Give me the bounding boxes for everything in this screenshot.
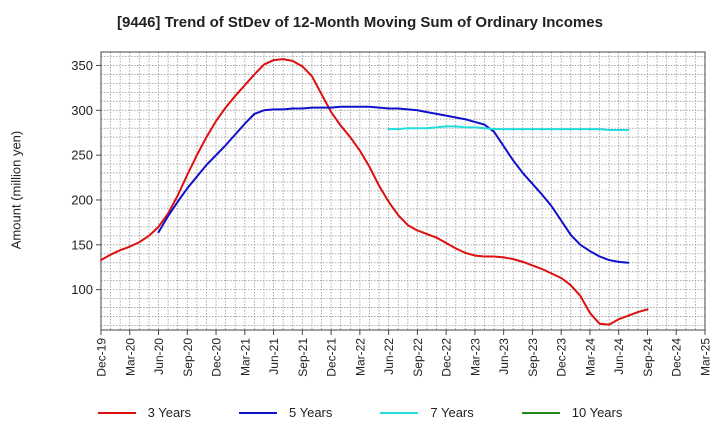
x-tick-label: Dec-23 xyxy=(555,338,569,377)
y-tick-label: 300 xyxy=(71,103,93,118)
x-tick-label: Jun-20 xyxy=(152,338,166,375)
x-tick-label: Mar-20 xyxy=(123,338,137,376)
x-tick-label: Jun-24 xyxy=(612,338,626,375)
x-tick-label: Dec-21 xyxy=(325,338,339,377)
legend-item: 3 Years xyxy=(97,405,191,420)
legend-label: 3 Years xyxy=(147,405,191,420)
x-tick-label: Sep-23 xyxy=(526,338,540,377)
y-tick-label: 150 xyxy=(71,237,93,252)
legend-label: 10 Years xyxy=(571,405,623,420)
legend-item: 10 Years xyxy=(521,405,623,420)
y-tick-label: 250 xyxy=(71,148,93,163)
x-tick-label: Mar-25 xyxy=(699,338,713,376)
chart-title: [9446] Trend of StDev of 12-Month Moving… xyxy=(117,14,603,31)
legend-swatch xyxy=(380,411,419,414)
x-tick-label: Sep-21 xyxy=(296,338,310,377)
legend: 3 Years 5 Years 7 Years 10 Years xyxy=(0,405,720,420)
legend-label: 7 Years xyxy=(430,405,474,420)
legend-swatch xyxy=(239,411,277,414)
y-tick-label: 350 xyxy=(71,58,93,73)
x-tick-label: Sep-20 xyxy=(181,338,195,377)
x-tick-label: Jun-21 xyxy=(267,338,281,375)
plot-area xyxy=(101,52,705,330)
x-tick-label: Sep-24 xyxy=(641,338,655,377)
plot-border xyxy=(100,51,706,331)
series-line-7-years xyxy=(387,125,630,132)
x-tick-label: Jun-22 xyxy=(382,338,396,375)
x-tick-label: Dec-20 xyxy=(210,338,224,377)
x-tick-label: Sep-22 xyxy=(411,338,425,377)
legend-label: 5 Years xyxy=(289,405,333,420)
x-tick-label: Mar-23 xyxy=(468,338,482,376)
x-tick-label: Dec-19 xyxy=(95,338,109,377)
x-tick-label: Mar-24 xyxy=(583,338,597,376)
y-tick-label: 100 xyxy=(71,282,93,297)
x-tick-label: Mar-21 xyxy=(238,338,252,376)
series-line-3-years xyxy=(100,58,649,326)
x-tick-label: Jun-23 xyxy=(497,338,511,375)
y-tick-label: 200 xyxy=(71,192,93,207)
series-line-5-years xyxy=(157,105,630,264)
legend-swatch xyxy=(521,411,560,414)
x-tick-label: Mar-22 xyxy=(353,338,367,376)
legend-item: 5 Years xyxy=(239,405,332,420)
x-tick-label: Dec-24 xyxy=(670,338,684,377)
x-tick-label: Dec-22 xyxy=(440,338,454,377)
legend-item: 7 Years xyxy=(380,405,474,420)
legend-swatch xyxy=(97,411,136,414)
